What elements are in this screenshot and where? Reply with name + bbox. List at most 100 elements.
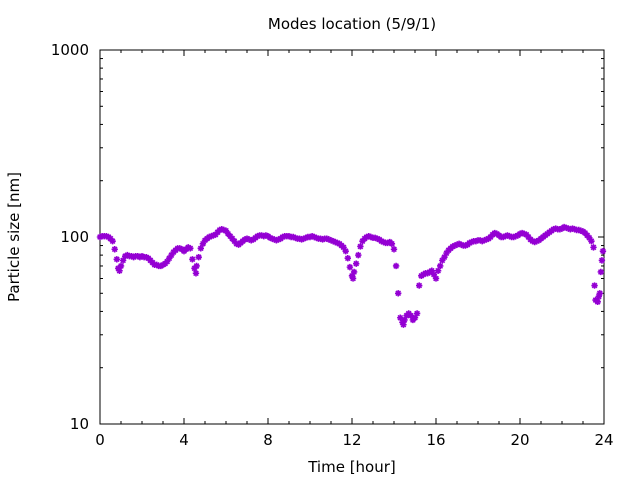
data-point: [109, 237, 116, 245]
y-tick-label: 100: [60, 228, 89, 246]
data-point: [462, 242, 469, 249]
data-point: [273, 237, 280, 244]
data-point: [306, 233, 314, 241]
data-point: [346, 263, 354, 271]
data-point: [380, 238, 387, 246]
data-point: [115, 265, 122, 272]
data-point: [512, 232, 519, 240]
data-point: [176, 245, 183, 252]
data-point: [285, 232, 293, 240]
data-point: [279, 233, 286, 241]
data-point: [116, 267, 123, 274]
data-point: [189, 256, 196, 263]
chart-title: Modes location (5/9/1): [268, 15, 436, 33]
data-point: [510, 233, 517, 241]
data-point: [197, 245, 204, 252]
y-tick-label: 10: [70, 415, 89, 433]
data-point: [453, 241, 461, 248]
x-tick-label: 24: [594, 431, 613, 449]
data-point: [359, 237, 366, 245]
data-point: [367, 233, 375, 241]
data-point: [384, 239, 391, 247]
data-point: [317, 235, 324, 242]
data-point: [355, 251, 362, 259]
data-point: [599, 247, 607, 255]
data-point: [166, 255, 173, 262]
data-point: [466, 239, 473, 247]
data-point: [266, 234, 274, 242]
data-point: [434, 267, 442, 274]
data-point: [390, 246, 398, 253]
data-point: [472, 237, 480, 245]
data-point: [342, 247, 349, 255]
data-point: [298, 236, 305, 243]
data-point: [113, 256, 120, 263]
data-point: [313, 234, 320, 242]
data-point: [506, 232, 513, 240]
data-point: [597, 268, 605, 276]
data-point: [269, 235, 276, 242]
data-point: [332, 238, 339, 246]
data-point: [411, 314, 419, 321]
data-point: [455, 240, 463, 247]
data-point: [371, 234, 379, 242]
data-point: [233, 240, 240, 247]
axes: 0 4 8 12 16 20 24 10 100 1000: [51, 41, 614, 449]
data-point: [119, 257, 127, 264]
data-point: [349, 275, 357, 282]
data-point: [117, 262, 125, 270]
data-point: [222, 227, 230, 234]
data-point: [595, 293, 602, 300]
data-point: [192, 270, 200, 277]
data-point: [164, 258, 171, 265]
x-tick-label: 16: [426, 431, 445, 449]
y-axis-label: Particle size [nm]: [5, 172, 23, 302]
data-series: [96, 223, 607, 328]
data-point: [413, 310, 421, 317]
data-point: [441, 253, 448, 261]
data-point: [449, 243, 456, 250]
data-point: [378, 237, 385, 245]
data-point: [401, 316, 408, 324]
data-point: [468, 238, 475, 246]
data-point: [591, 282, 598, 289]
data-point: [439, 257, 446, 264]
data-point: [357, 243, 364, 250]
data-point: [588, 237, 595, 245]
data-point: [111, 246, 118, 253]
data-point: [479, 237, 486, 245]
data-point: [428, 267, 435, 274]
data-point: [231, 237, 238, 245]
data-point: [502, 232, 509, 240]
data-point: [323, 235, 330, 242]
data-point: [292, 234, 299, 242]
data-point: [476, 237, 484, 244]
data-point: [348, 272, 356, 280]
data-point: [443, 249, 450, 257]
data-point: [407, 312, 414, 319]
data-point: [229, 235, 236, 242]
data-point: [300, 235, 307, 242]
data-point: [374, 235, 381, 242]
data-point: [350, 268, 358, 276]
x-tick-label: 8: [263, 431, 273, 449]
data-point: [241, 236, 249, 243]
data-point: [586, 234, 593, 242]
data-point: [243, 235, 251, 242]
data-point: [392, 262, 400, 270]
data-point: [430, 271, 438, 278]
data-point: [206, 233, 213, 241]
data-point: [437, 262, 444, 270]
data-point: [388, 240, 396, 247]
data-point: [365, 232, 372, 240]
data-point: [245, 236, 253, 243]
data-point: [260, 232, 267, 240]
data-point: [529, 237, 536, 245]
data-point: [107, 235, 114, 242]
data-point: [353, 260, 360, 267]
data-point: [193, 262, 200, 270]
x-tick-label: 4: [179, 431, 189, 449]
data-point: [208, 232, 215, 240]
data-point: [590, 244, 597, 251]
data-point: [96, 233, 104, 241]
